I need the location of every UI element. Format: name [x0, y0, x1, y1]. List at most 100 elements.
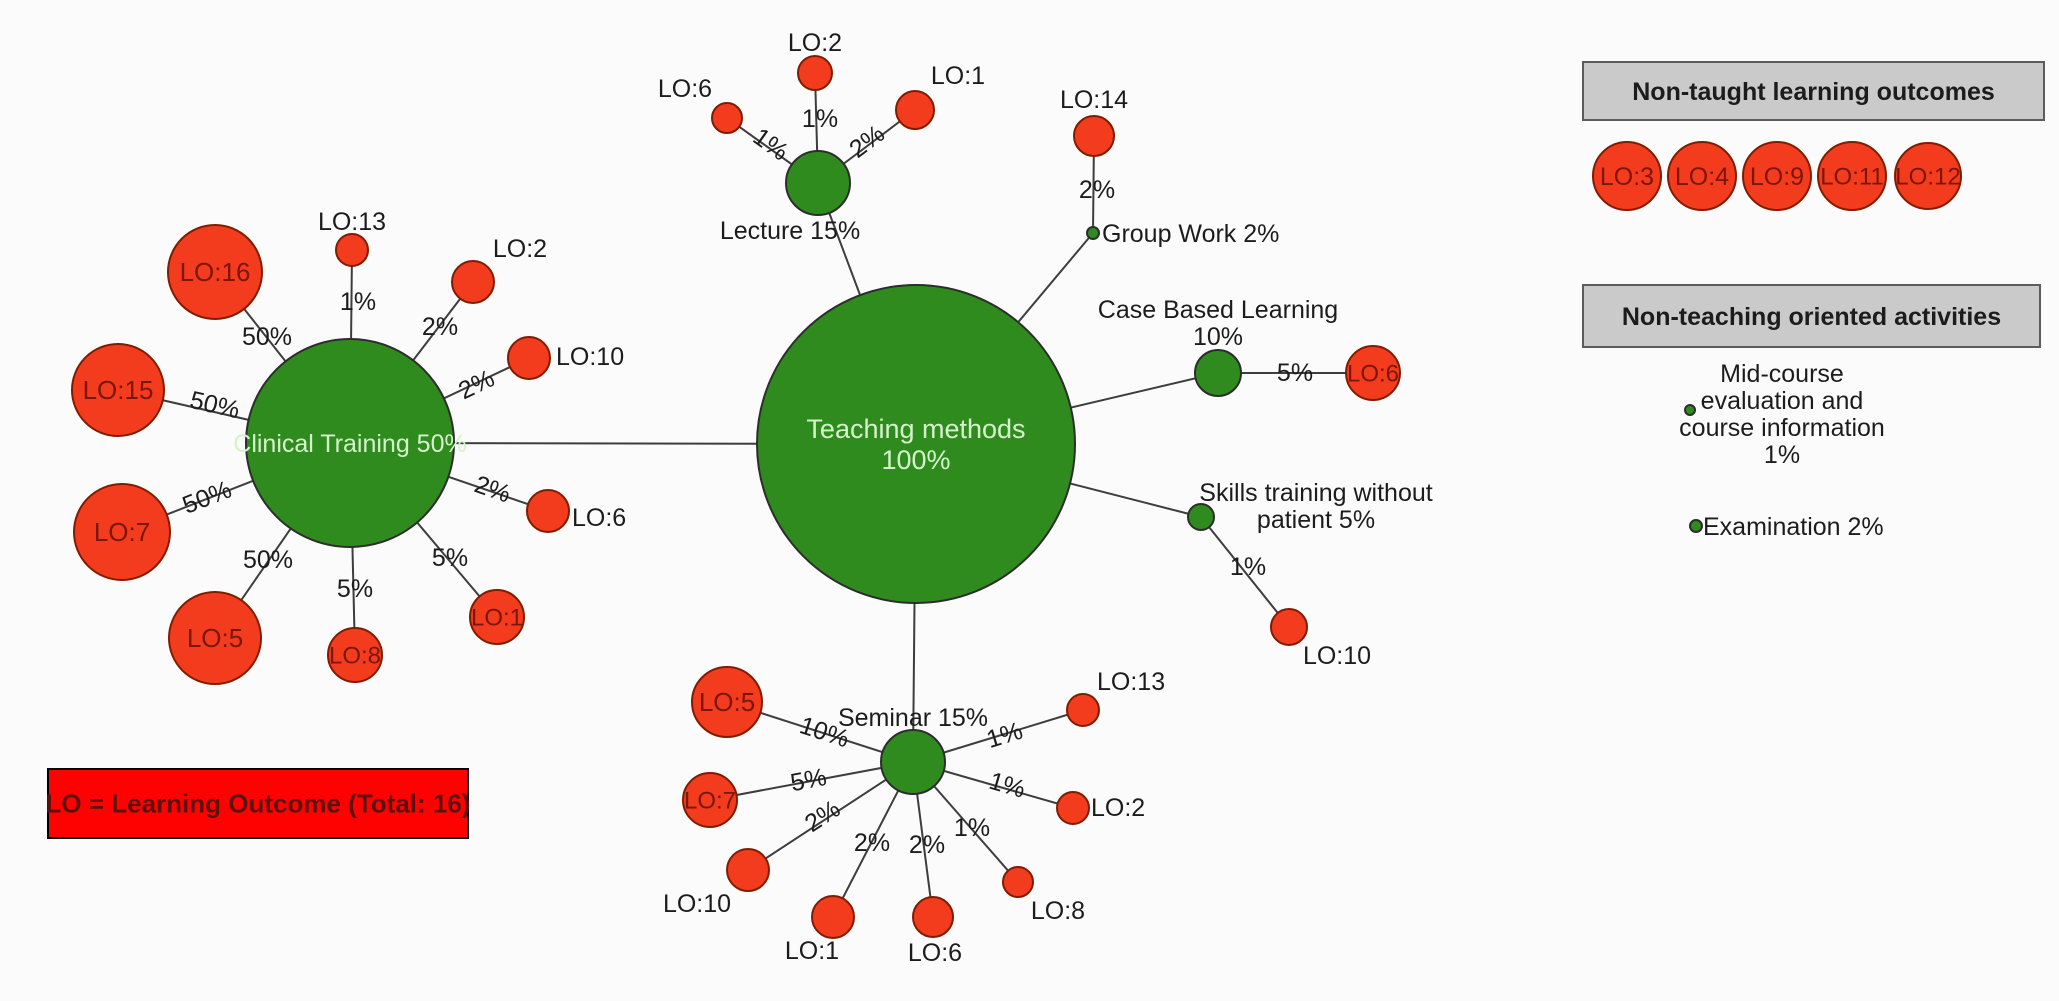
node-label-lec-lo1: LO:1	[931, 62, 985, 90]
box-label-non-teaching-header: Non-teaching oriented activities	[1622, 303, 2001, 331]
node-label-cbl-lo6: LO:6	[1347, 360, 1399, 387]
node-nt-lo9-circle	[1742, 141, 1812, 211]
box-label-lo-legend: LO = Learning Outcome (Total: 16)	[46, 789, 471, 819]
node-case-based-learning-circle	[1194, 349, 1242, 397]
node-label-sem-lo6: LO:6	[908, 939, 962, 967]
node-ct-lo5-circle	[168, 591, 262, 685]
node-sk-lo10-circle	[1270, 608, 1308, 646]
node-label-group-work: Group Work 2%	[1102, 220, 1279, 248]
node-nt-lo11-circle	[1817, 141, 1887, 211]
node-ct-lo6-circle	[526, 489, 570, 533]
node-label-ct-lo8: LO:8	[329, 642, 381, 669]
node-label-ct-lo16: LO:16	[180, 257, 251, 287]
box-non-teaching-header	[1582, 284, 2041, 348]
node-label-lecture: Lecture 15%	[720, 217, 860, 245]
edge-label-clinical-lo13: 1%	[340, 288, 376, 316]
node-label-ct-lo10: LO:10	[556, 343, 624, 371]
node-label-nt-lo3: LO:3	[1600, 163, 1654, 191]
edge-label-clinical-lo2: 2%	[422, 313, 458, 341]
edge-label-lecture-lo2: 1%	[802, 105, 838, 133]
node-label-nt-lo11: LO:11	[1820, 163, 1884, 190]
node-ct-lo13-circle	[335, 233, 369, 267]
node-label-clinical-training: Clinical Training 50%	[233, 430, 466, 458]
node-ct-lo1-circle	[469, 589, 525, 645]
node-cbl-lo6-circle	[1345, 345, 1401, 401]
node-sem-lo1-circle	[811, 895, 855, 939]
edge-label-cbl-lo6: 5%	[1277, 359, 1313, 387]
box-non-taught-header	[1582, 61, 2045, 121]
node-lec-lo1-circle	[895, 90, 935, 130]
node-label-sem-lo7: LO:7	[684, 787, 736, 814]
edge-label-groupwork-lo14: 2%	[1079, 176, 1115, 204]
node-seminar-circle	[880, 729, 946, 795]
node-sem-lo10-circle	[726, 848, 770, 892]
node-sem-lo6-circle	[912, 896, 954, 938]
node-nt-lo3-circle	[1592, 141, 1662, 211]
edge-label-seminar-lo1: 2%	[854, 829, 890, 857]
node-sem-lo8-circle	[1002, 866, 1034, 898]
node-ct-lo15-circle	[71, 343, 165, 437]
node-label-sem-lo13: LO:13	[1097, 668, 1165, 696]
node-lec-lo6-circle	[711, 102, 743, 134]
edge-label-seminar-lo6: 2%	[909, 831, 945, 859]
edge-label-seminar-lo7: 5%	[788, 763, 829, 797]
node-label-teaching-methods: Teaching methods 100%	[806, 414, 1025, 475]
node-label-ct-lo6: LO:6	[572, 504, 626, 532]
node-midcourse-dot-circle	[1684, 404, 1696, 416]
node-label-skills-training: Skills training without patient 5%	[1199, 479, 1432, 534]
node-label-ct-lo1: LO:1	[471, 604, 523, 631]
node-label-gw-lo14: LO:14	[1060, 86, 1128, 114]
node-clinical-training-circle	[245, 338, 455, 548]
node-gw-lo14-circle	[1073, 115, 1115, 157]
node-label-ct-lo2: LO:2	[493, 235, 547, 263]
node-label-sem-lo5: LO:5	[699, 687, 755, 717]
edge-label-clinical-lo5: 50%	[243, 546, 293, 574]
edge-skills-lo10	[1200, 516, 1290, 628]
node-label-ct-lo5: LO:5	[187, 623, 243, 653]
edge-label-seminar-lo8: 1%	[954, 814, 990, 842]
edge-label-clinical-lo8: 5%	[337, 575, 373, 603]
node-group-work-circle	[1086, 226, 1100, 240]
edge-label-clinical-lo16: 50%	[242, 323, 292, 351]
node-label-seminar: Seminar 15%	[838, 704, 988, 732]
edge-seminar-lo7	[709, 761, 914, 801]
node-nt-lo4-circle	[1667, 141, 1737, 211]
node-sem-lo13-circle	[1066, 693, 1100, 727]
node-ct-lo10-circle	[507, 336, 551, 380]
node-sem-lo7-circle	[682, 772, 738, 828]
node-label-ct-lo15: LO:15	[83, 375, 154, 405]
node-examination-dot-circle	[1689, 519, 1703, 533]
node-label-nt-lo9: LO:9	[1750, 163, 1804, 191]
node-label-nt-lo4: LO:4	[1675, 163, 1729, 191]
node-label-sem-lo10: LO:10	[663, 890, 731, 918]
node-nt-lo12-circle	[1894, 142, 1962, 210]
text-examination-label: Examination 2%	[1703, 513, 1884, 541]
edge-label-skills-lo10: 1%	[1230, 553, 1266, 581]
node-sem-lo2-circle	[1056, 791, 1090, 825]
node-sem-lo5-circle	[691, 666, 763, 738]
node-label-ct-lo13: LO:13	[318, 208, 386, 236]
node-label-lec-lo6: LO:6	[658, 75, 712, 103]
node-lecture-circle	[785, 150, 851, 216]
node-lec-lo2-circle	[797, 55, 833, 91]
node-ct-lo8-circle	[327, 627, 383, 683]
node-label-sem-lo2: LO:2	[1091, 794, 1145, 822]
node-skills-training-circle	[1187, 503, 1215, 531]
node-label-case-based-learning: Case Based Learning 10%	[1098, 296, 1338, 351]
text-midcourse-label: Mid-course evaluation and course informati…	[1679, 360, 1885, 469]
box-label-non-taught-header: Non-taught learning outcomes	[1632, 78, 1995, 106]
edge-label-clinical-lo1: 5%	[432, 544, 468, 572]
node-ct-lo2-circle	[451, 260, 495, 304]
node-teaching-methods-circle	[756, 284, 1076, 604]
node-label-nt-lo12: LO:12	[1895, 163, 1960, 190]
node-label-sem-lo1: LO:1	[785, 937, 839, 965]
box-lo-legend	[47, 768, 469, 839]
node-label-sk-lo10: LO:10	[1303, 642, 1371, 670]
node-ct-lo7-circle	[73, 483, 171, 581]
node-ct-lo16-circle	[167, 224, 263, 320]
node-label-sem-lo8: LO:8	[1031, 897, 1085, 925]
node-label-ct-lo7: LO:7	[94, 517, 150, 547]
node-label-lec-lo2: LO:2	[788, 29, 842, 57]
